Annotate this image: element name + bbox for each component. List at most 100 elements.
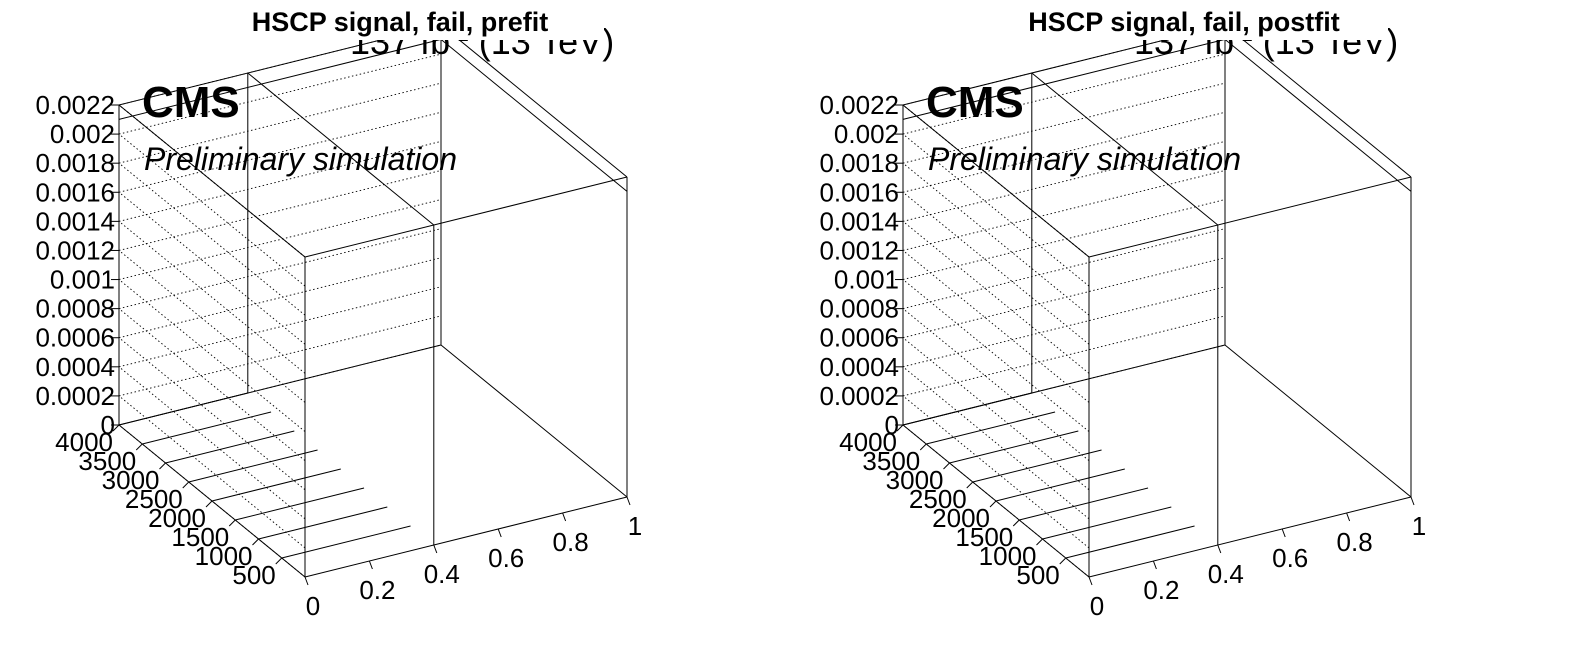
panel-prefit: 0 0.0002 0.0004 0.0006 0.0008 0.001 0.0012 0.00…	[0, 0, 796, 672]
y-tick	[253, 539, 259, 545]
y-tick	[967, 482, 973, 488]
box-edge	[1225, 39, 1411, 191]
x-tick	[498, 529, 501, 537]
x-tick-label: 1	[628, 511, 642, 541]
lego-bin	[235, 488, 364, 520]
lego-bin	[142, 412, 271, 444]
y-tick	[276, 558, 282, 564]
lego-bin	[259, 507, 388, 539]
z-tick-label: 0.0002	[819, 381, 899, 411]
x-tick-label: 0.2	[359, 575, 395, 605]
lego-plot-prefit: 00.00020.00040.00060.00080.0010.00120.00…	[0, 0, 796, 672]
lego-bin	[119, 393, 248, 425]
x-tick-label: 0.4	[1208, 559, 1244, 589]
x-tick	[1347, 513, 1350, 521]
y-tick	[206, 501, 212, 507]
z-tick-label: 0.0002	[35, 381, 115, 411]
z-tick-label: 0.001	[50, 265, 115, 295]
lego-bin	[212, 469, 341, 501]
x-tick	[627, 497, 630, 505]
box-edge	[1089, 177, 1411, 257]
grid-line	[903, 250, 1089, 402]
grid-line	[903, 200, 1225, 280]
grid-line	[119, 221, 305, 373]
lego-bin	[1043, 507, 1172, 539]
x-tick-label: 0	[306, 591, 320, 621]
grid-line	[903, 229, 1225, 309]
x-tick-label: 0.4	[424, 559, 460, 589]
grid-line	[903, 280, 1089, 432]
chart-title: HSCP signal, fail, prefit	[196, 4, 604, 40]
grid-line	[119, 192, 305, 344]
lego-bin	[166, 431, 295, 463]
z-tick-label: 0.0012	[35, 235, 115, 265]
panel-postfit: 0 0.0002 0.0004 0.0006 0.0008 0.001 0.0012 0.00…	[784, 0, 1580, 672]
chart-title: HSCP signal, fail, postfit	[980, 4, 1388, 40]
grid-line	[903, 221, 1089, 373]
z-tick-label: 0.0022	[819, 90, 899, 120]
y-tick	[990, 501, 996, 507]
lego-bin	[973, 450, 1102, 482]
grid-line	[903, 316, 1225, 396]
z-tick-label: 0.0004	[35, 352, 115, 382]
y-tick	[920, 444, 926, 450]
lego-plot-postfit: 0 0.00020.00040.00060.00080.0010.0012 0.00…	[784, 0, 1580, 672]
grid-line	[119, 287, 441, 367]
grid-line	[903, 287, 1225, 367]
z-tick-label: 0.0012	[819, 235, 899, 265]
lego-bin	[903, 393, 1032, 425]
x-tick-label: 1	[1412, 511, 1426, 541]
x-tick-label: 0.6	[488, 543, 524, 573]
z-tick-label: 0.0004	[819, 352, 899, 382]
z-tick-label: 0.0016	[35, 177, 115, 207]
y-tick	[136, 444, 142, 450]
y-tick	[1060, 558, 1066, 564]
grid-line	[903, 309, 1089, 461]
lego-bin	[1066, 526, 1195, 558]
grid-line	[119, 170, 441, 250]
lego-bin	[996, 469, 1125, 501]
z-tick-label: 0.0006	[35, 323, 115, 353]
grid-line	[119, 163, 305, 315]
box-edge	[441, 39, 627, 191]
z-tick-label: 0.0006	[819, 323, 899, 353]
z-tick-label: 0.001	[834, 265, 899, 295]
grid-line	[903, 170, 1225, 250]
z-tick-label: 0.0018	[819, 148, 899, 178]
x-tick-label: 0	[1090, 591, 1104, 621]
extra-label: Preliminary simulation	[928, 140, 1241, 178]
y-tick	[160, 463, 166, 469]
y-tick	[183, 482, 189, 488]
x-tick	[1089, 577, 1092, 585]
grid-line	[903, 192, 1089, 344]
x-tick	[305, 577, 308, 585]
grid-line	[119, 250, 305, 402]
y-tick	[944, 463, 950, 469]
x-tick	[1153, 561, 1156, 569]
box-edge	[441, 345, 627, 497]
z-tick-label: 0.0018	[35, 148, 115, 178]
lego-bin	[950, 431, 1079, 463]
grid-line	[119, 309, 305, 461]
grid-line	[119, 316, 441, 396]
grid-line	[119, 200, 441, 280]
x-tick-label: 0.8	[1337, 527, 1373, 557]
y-tick	[229, 520, 235, 526]
lego-bin	[189, 450, 318, 482]
extra-label: Preliminary simulation	[144, 140, 457, 178]
x-tick	[434, 545, 437, 553]
z-tick-label: 0.0014	[35, 206, 115, 236]
z-tick-label: 0.0022	[35, 90, 115, 120]
x-tick	[369, 561, 372, 569]
x-tick	[563, 513, 566, 521]
y-tick-label: 4000	[55, 427, 113, 457]
z-tick-label: 0.0008	[35, 294, 115, 324]
y-tick-label: 4000	[839, 427, 897, 457]
x-tick-label: 0.6	[1272, 543, 1308, 573]
y-tick	[1037, 539, 1043, 545]
cms-label: CMS	[926, 78, 1024, 128]
lego-bin	[282, 526, 411, 558]
z-tick-label: 0.0008	[819, 294, 899, 324]
z-tick-label: 0.0016	[819, 177, 899, 207]
